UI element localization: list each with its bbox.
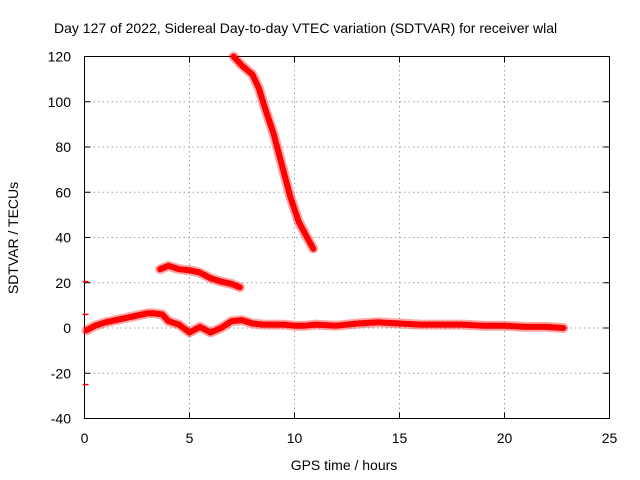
x-axis-title: GPS time / hours: [291, 457, 398, 473]
y-tick-label: 40: [55, 230, 71, 246]
series-main-trace: [83, 310, 567, 336]
y-tick-label: 80: [55, 139, 71, 155]
x-tick-label: 25: [602, 430, 618, 446]
y-tick-label: 0: [63, 320, 71, 336]
grid: [84, 56, 610, 419]
y-tick-label: 20: [55, 275, 71, 291]
x-tick-label: 5: [186, 430, 194, 446]
axis-ticks: 0 5 10 15 20 25 -40 -20 0 20 40 60 80 100 120: [48, 49, 618, 447]
series-steep-trace-spread: [228, 51, 319, 254]
y-tick-label: -20: [51, 365, 71, 381]
y-tick-label: 120: [48, 49, 72, 65]
series-upper-trace-spread: [155, 260, 245, 293]
x-tick-label: 15: [392, 430, 408, 446]
series-main-trace-spread: [81, 308, 569, 338]
data-series: [81, 51, 569, 386]
chart-title: Day 127 of 2022, Sidereal Day-to-day VTE…: [54, 20, 557, 36]
x-tick-label: 10: [287, 430, 303, 446]
x-tick-label: 0: [81, 430, 89, 446]
y-tick-label: 60: [55, 184, 71, 200]
series-steep-trace: [230, 53, 317, 252]
series-upper-trace: [157, 262, 243, 291]
x-tick-label: 20: [497, 430, 513, 446]
y-axis-title: SDTVAR / TECUs: [5, 182, 21, 294]
y-tick-label: -40: [51, 411, 71, 427]
y-tick-label: 100: [48, 94, 72, 110]
